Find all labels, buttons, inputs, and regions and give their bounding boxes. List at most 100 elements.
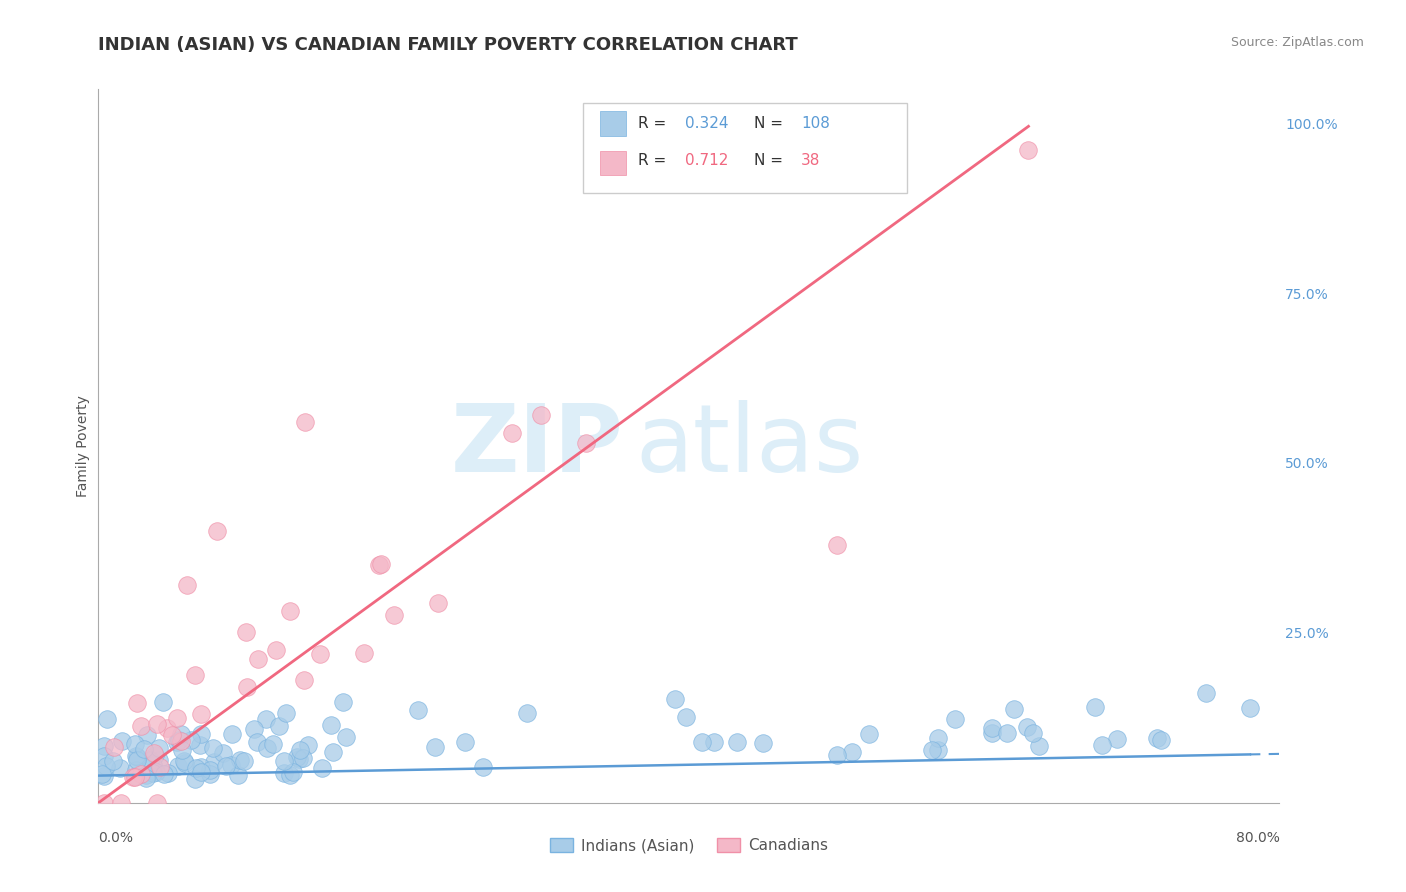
Point	[93, 749, 115, 764]
Text: N =: N =	[754, 153, 787, 169]
Point	[1105, 732, 1128, 747]
Point	[124, 770, 146, 784]
Point	[190, 707, 212, 722]
Point	[143, 747, 166, 762]
Point	[980, 721, 1002, 735]
Point	[288, 743, 311, 757]
Point	[93, 769, 115, 783]
Point	[169, 733, 191, 747]
Point	[246, 735, 269, 749]
Text: 0.324: 0.324	[685, 116, 728, 130]
Point	[1002, 702, 1025, 716]
Text: ZIP: ZIP	[451, 400, 624, 492]
Point	[202, 755, 225, 769]
Point	[1018, 144, 1040, 158]
Point	[752, 736, 775, 750]
Point	[297, 738, 319, 752]
Point	[142, 766, 165, 780]
Point	[157, 765, 180, 780]
Point	[368, 558, 391, 572]
Point	[274, 706, 297, 720]
Point	[101, 754, 124, 768]
Point	[927, 742, 949, 756]
Point	[516, 706, 538, 720]
Point	[108, 761, 131, 775]
Point	[215, 759, 238, 773]
Point	[1028, 739, 1050, 753]
Point	[1022, 725, 1045, 739]
Point	[127, 750, 149, 764]
FancyBboxPatch shape	[600, 112, 626, 136]
Point	[135, 767, 157, 781]
Point	[201, 740, 224, 755]
Point	[1195, 686, 1218, 700]
Point	[927, 731, 949, 746]
Point	[96, 713, 118, 727]
Point	[200, 767, 222, 781]
Point	[332, 695, 354, 709]
Legend: Indians (Asian), Canadians: Indians (Asian), Canadians	[544, 831, 834, 859]
Point	[725, 735, 748, 749]
Point	[162, 728, 184, 742]
Point	[703, 735, 725, 749]
Point	[122, 770, 145, 784]
Point	[242, 722, 264, 736]
Point	[921, 742, 943, 756]
Point	[236, 680, 259, 694]
Point	[675, 710, 697, 724]
Point	[145, 717, 167, 731]
Point	[530, 409, 553, 423]
Point	[1084, 700, 1107, 714]
Point	[156, 721, 179, 735]
Point	[103, 739, 125, 754]
Point	[278, 604, 301, 618]
Point	[664, 692, 686, 706]
Point	[198, 763, 221, 777]
Point	[110, 796, 132, 810]
Point	[129, 719, 152, 733]
Point	[319, 718, 342, 732]
Text: 80.0%: 80.0%	[1236, 831, 1279, 846]
Point	[1150, 733, 1173, 747]
Point	[172, 743, 194, 757]
Point	[370, 558, 392, 572]
Point	[205, 524, 228, 538]
Point	[980, 726, 1002, 740]
Point	[166, 734, 188, 748]
Point	[93, 796, 115, 810]
Point	[471, 760, 494, 774]
Point	[841, 746, 863, 760]
Point	[235, 625, 257, 640]
Point	[825, 537, 848, 551]
Point	[281, 764, 304, 779]
Point	[124, 738, 146, 752]
Point	[91, 767, 114, 781]
Point	[124, 763, 146, 777]
FancyBboxPatch shape	[600, 151, 626, 175]
Point	[93, 739, 115, 753]
Point	[454, 734, 477, 748]
Point	[264, 643, 287, 657]
Point	[427, 596, 450, 610]
Point	[142, 764, 165, 779]
Point	[111, 734, 134, 748]
Point	[166, 710, 188, 724]
Point	[309, 647, 332, 661]
Point	[94, 758, 117, 772]
Point	[256, 741, 278, 756]
Point	[262, 737, 284, 751]
Point	[221, 727, 243, 741]
Text: 38: 38	[801, 153, 821, 169]
Point	[311, 761, 333, 775]
Text: R =: R =	[638, 153, 671, 169]
Text: Source: ZipAtlas.com: Source: ZipAtlas.com	[1230, 36, 1364, 49]
Point	[149, 760, 172, 774]
Point	[145, 765, 167, 780]
Point	[135, 728, 157, 742]
Point	[221, 757, 243, 772]
Point	[176, 578, 198, 592]
Point	[273, 766, 295, 780]
Point	[382, 608, 405, 623]
Point	[190, 760, 212, 774]
Point	[575, 436, 598, 450]
